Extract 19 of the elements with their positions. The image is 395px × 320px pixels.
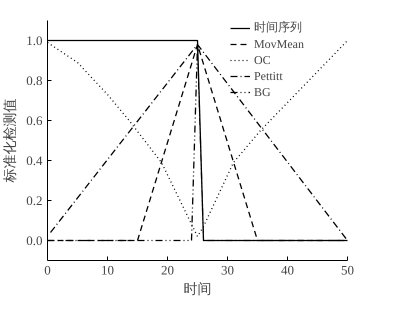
y-tick-label: 0.4 — [26, 153, 43, 168]
y-tick-label: 0.0 — [26, 233, 42, 248]
y-tick-label: 0.2 — [26, 193, 42, 208]
x-tick-label: 40 — [281, 262, 294, 278]
legend-label: BG — [254, 84, 272, 100]
legend-label: OC — [254, 52, 272, 68]
x-axis-title: 时间 — [184, 282, 212, 298]
x-tick-label: 10 — [101, 262, 114, 278]
y-tick-label: 0.8 — [26, 73, 42, 88]
x-tick-label: 30 — [221, 262, 234, 278]
legend-label: 时间序列 — [254, 19, 303, 36]
y-tick-label: 1.0 — [26, 33, 42, 48]
x-tick-label: 50 — [341, 262, 354, 278]
legend-label: Pettitt — [254, 68, 284, 84]
x-tick-label: 0 — [44, 262, 51, 278]
legend-label: MovMean — [254, 36, 305, 52]
y-axis-title: 标准化检测值 — [2, 98, 18, 184]
y-tick-label: 0.6 — [26, 113, 43, 128]
x-tick-label: 20 — [161, 262, 174, 278]
